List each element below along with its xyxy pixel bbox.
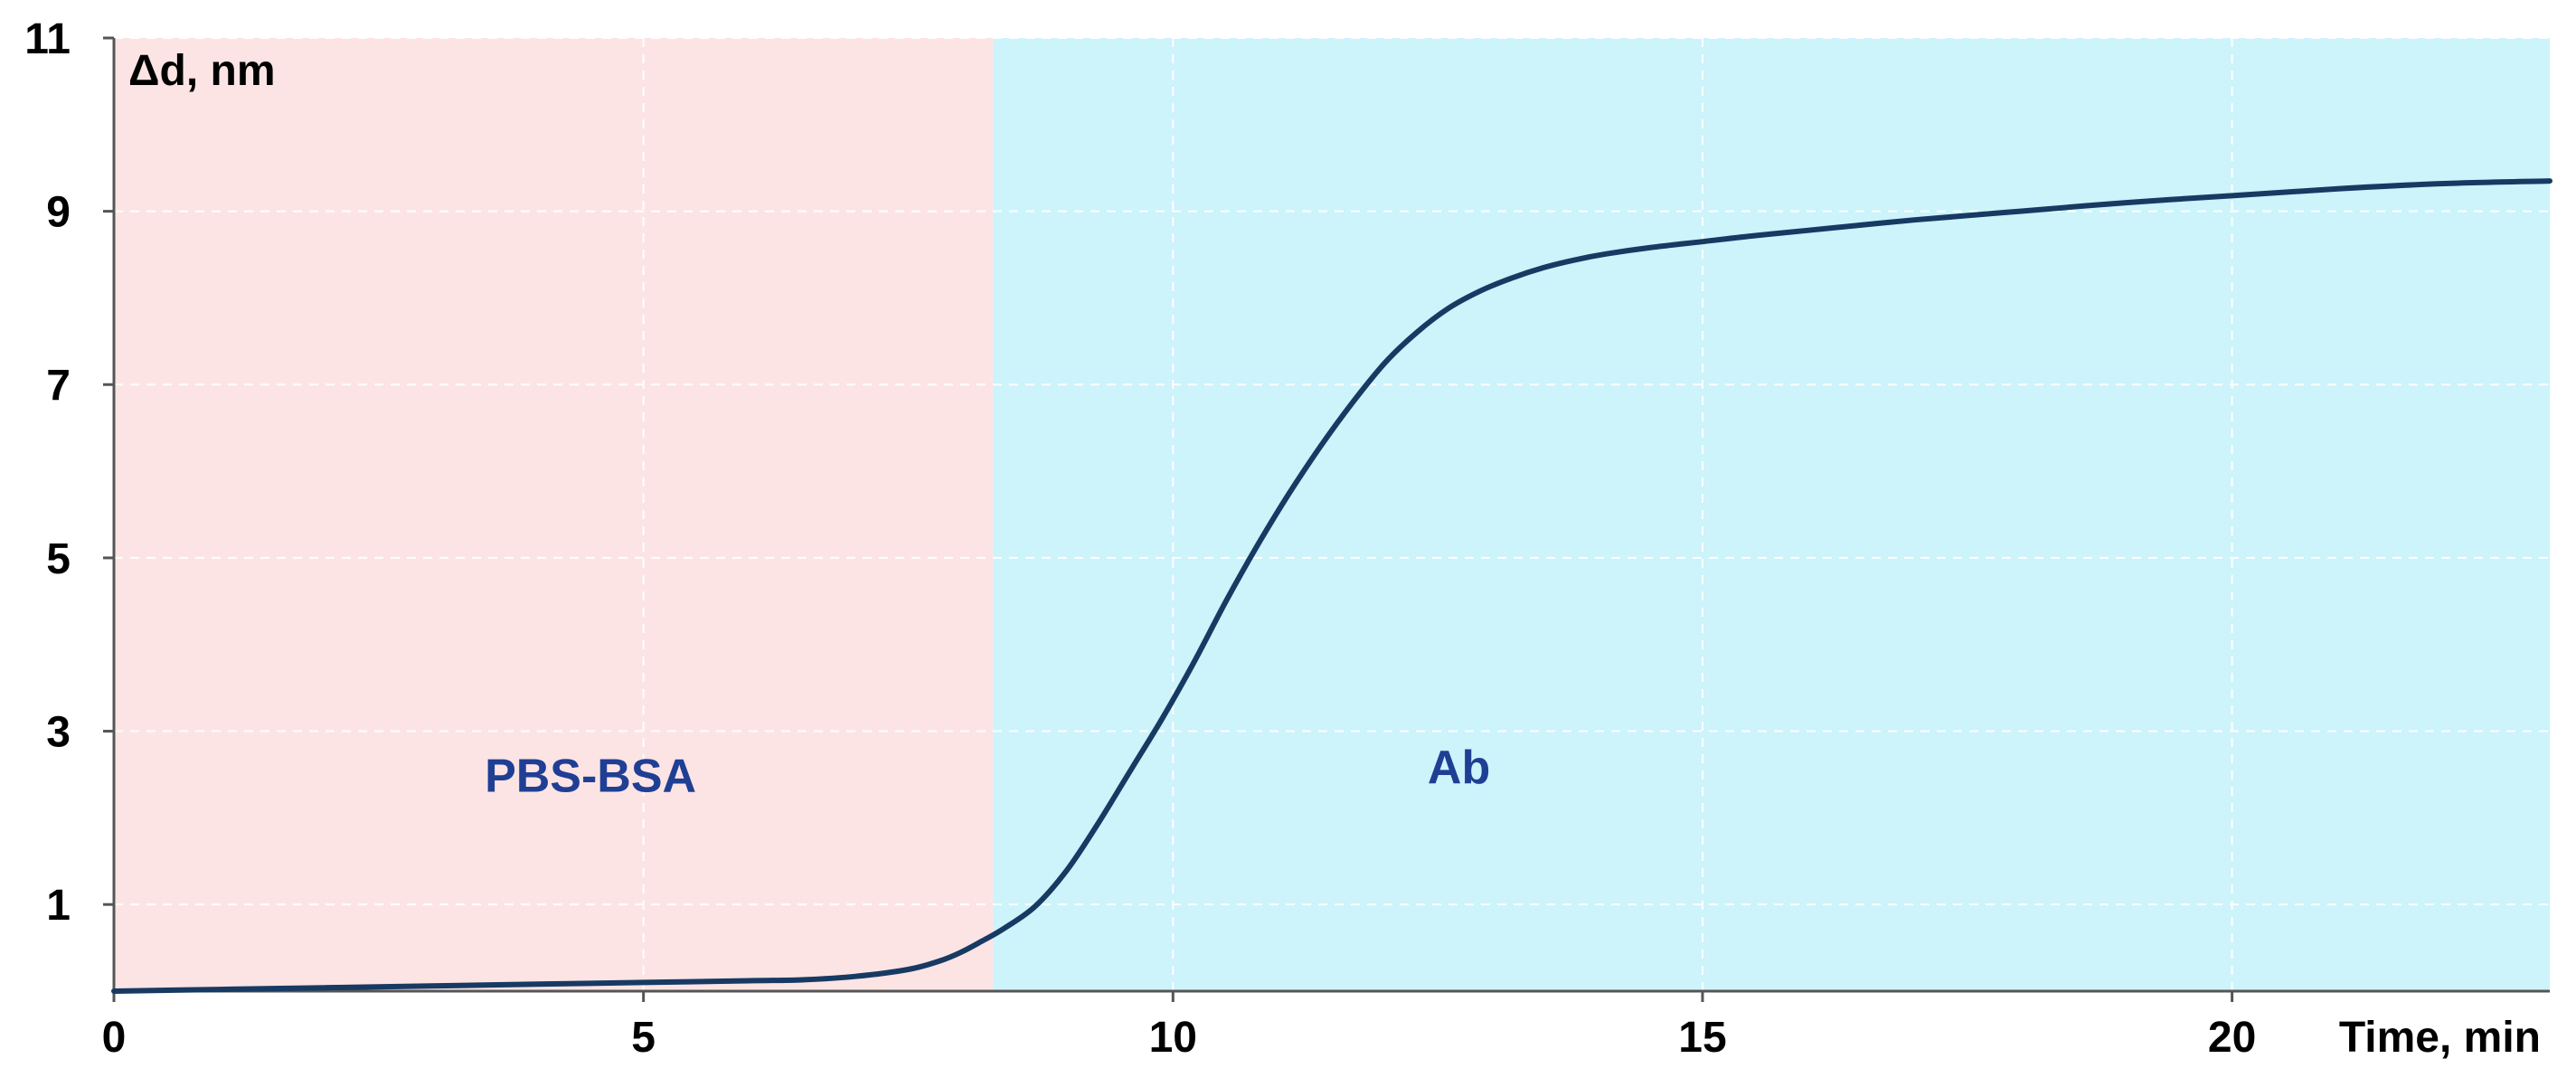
series-layer <box>111 178 2552 994</box>
region-label-1: Ab <box>1428 742 1490 794</box>
series-line-0 <box>111 178 2552 994</box>
grid-layer <box>114 37 2550 991</box>
y-axis-title: Δd, nm <box>128 47 276 95</box>
x-tick-label: 5 <box>631 1014 656 1062</box>
y-tick-label: 5 <box>46 535 71 583</box>
y-tick-label: 3 <box>46 709 71 757</box>
x-axis-title: Time, min <box>2339 1014 2541 1062</box>
region-label-0: PBS-BSA <box>485 751 696 803</box>
x-tick-label: 10 <box>1149 1014 1197 1062</box>
region-1 <box>993 38 2550 991</box>
region-0 <box>114 38 994 991</box>
y-tick-label: 7 <box>46 362 71 410</box>
x-tick-label: 15 <box>1678 1014 1726 1062</box>
y-tick-label: 9 <box>46 189 71 237</box>
x-tick-label: 0 <box>102 1014 127 1062</box>
labels-layer: PBS-BSA Ab <box>485 742 1490 803</box>
y-tick-label: 11 <box>24 15 71 63</box>
regions-layer <box>114 38 2550 991</box>
x-tick-label: 20 <box>2208 1014 2256 1062</box>
axes-layer: 1 3 5 7 9 11 0 5 10 15 20 <box>24 15 2550 1062</box>
y-tick-label: 1 <box>46 882 71 930</box>
